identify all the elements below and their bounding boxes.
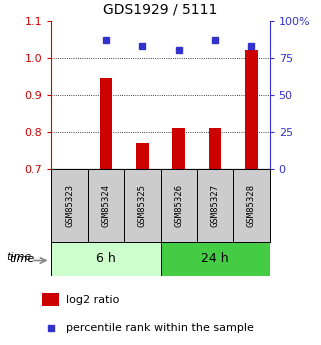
Bar xyxy=(42,293,59,306)
Text: GSM85323: GSM85323 xyxy=(65,184,74,227)
Bar xyxy=(51,241,160,276)
Bar xyxy=(100,78,112,169)
Bar xyxy=(233,169,270,241)
Text: GSM85328: GSM85328 xyxy=(247,184,256,227)
Title: GDS1929 / 5111: GDS1929 / 5111 xyxy=(103,3,218,17)
Bar xyxy=(124,169,160,241)
Bar xyxy=(209,128,221,169)
Bar xyxy=(160,241,270,276)
Bar xyxy=(245,50,258,169)
Text: time: time xyxy=(10,254,35,264)
Text: 24 h: 24 h xyxy=(201,252,229,265)
Text: GSM85324: GSM85324 xyxy=(101,184,110,227)
Text: GSM85325: GSM85325 xyxy=(138,184,147,227)
Bar xyxy=(136,143,149,169)
Text: 6 h: 6 h xyxy=(96,252,116,265)
Text: percentile rank within the sample: percentile rank within the sample xyxy=(66,323,254,333)
Bar xyxy=(172,128,185,169)
Text: GSM85327: GSM85327 xyxy=(211,184,220,227)
Bar xyxy=(88,169,124,241)
Text: GSM85326: GSM85326 xyxy=(174,184,183,227)
Bar xyxy=(51,169,88,241)
Text: time: time xyxy=(6,252,32,262)
Bar xyxy=(197,169,233,241)
Bar xyxy=(160,169,197,241)
Text: log2 ratio: log2 ratio xyxy=(66,295,119,305)
